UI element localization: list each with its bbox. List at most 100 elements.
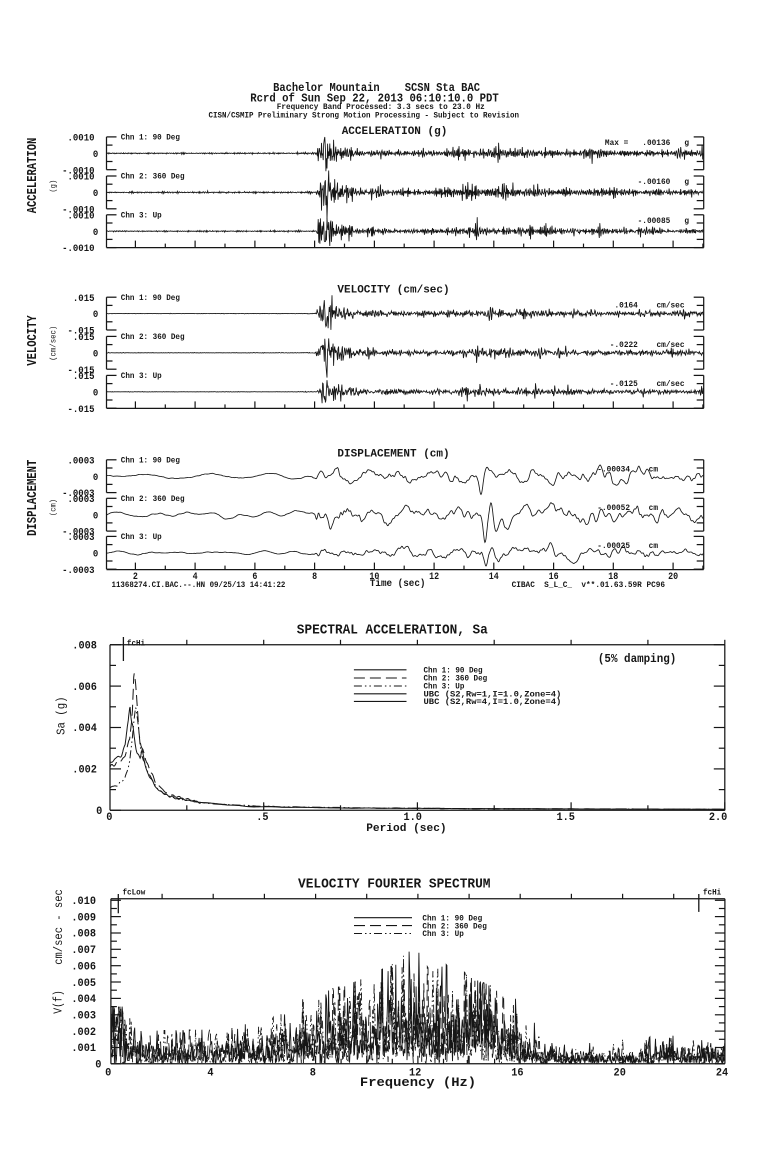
svg-text:-.0010: -.0010 xyxy=(62,204,94,216)
svg-text:Bachelor Mountain SCSN Sta: Bachelor Mountain SCSN Sta BAC xyxy=(273,81,480,95)
svg-text:.004: .004 xyxy=(71,994,96,1006)
svg-text:.0003: .0003 xyxy=(68,494,95,506)
svg-text:-.0222 cm/sec: -.0222 cm/sec xyxy=(610,341,685,350)
svg-text:(cm): (cm) xyxy=(49,499,59,516)
svg-text:Sa (g): Sa (g) xyxy=(56,697,69,735)
svg-text:-.0003: -.0003 xyxy=(62,488,94,500)
svg-text:.0010: .0010 xyxy=(68,210,95,222)
svg-text:2.0: 2.0 xyxy=(709,812,728,824)
svg-text:.015: .015 xyxy=(73,293,95,305)
svg-text:0: 0 xyxy=(93,348,98,360)
svg-text:0: 0 xyxy=(95,1060,101,1072)
svg-text:-.0010: -.0010 xyxy=(62,243,94,255)
svg-text:Chn 2: 360 Deg: Chn 2: 360 Deg xyxy=(424,675,488,684)
svg-text:11368274.CI.BAC.--.HN 09/25/13: 11368274.CI.BAC.--.HN 09/25/13 14:41:22 xyxy=(112,581,286,590)
svg-text:-.015: -.015 xyxy=(68,404,95,416)
svg-text:0: 0 xyxy=(93,387,98,399)
svg-text:.0010: .0010 xyxy=(68,133,95,145)
svg-text:12: 12 xyxy=(409,1068,421,1080)
svg-text:18: 18 xyxy=(608,571,618,583)
svg-text:Chn 3: Up: Chn 3: Up xyxy=(424,683,465,692)
svg-text:.004: .004 xyxy=(72,723,97,735)
svg-text:-.00034 cm: -.00034 cm xyxy=(597,466,658,475)
svg-text:V(f): V(f) xyxy=(53,990,66,1014)
svg-text:VELOCITY FOURIER SPECTRUM: VELOCITY FOURIER SPECTRUM xyxy=(298,877,491,893)
svg-text:.5: .5 xyxy=(256,812,268,824)
svg-text:Chn 3: Up: Chn 3: Up xyxy=(422,930,464,939)
svg-text:0: 0 xyxy=(93,227,98,239)
svg-text:fcHi: fcHi xyxy=(703,889,721,898)
svg-text:Chn 3: Up: Chn 3: Up xyxy=(121,372,162,381)
svg-text:(cm/sec): (cm/sec) xyxy=(49,326,59,361)
svg-text:SPECTRAL ACCELERATION, Sa: SPECTRAL ACCELERATION, Sa xyxy=(297,623,488,639)
svg-text:Time (sec): Time (sec) xyxy=(370,578,426,590)
svg-text:-.00025 cm: -.00025 cm xyxy=(597,542,658,551)
svg-text:Chn 2: 360 Deg: Chn 2: 360 Deg xyxy=(422,922,487,931)
svg-text:-.0003: -.0003 xyxy=(62,527,94,539)
svg-text:.010: .010 xyxy=(71,896,96,908)
svg-text:.008: .008 xyxy=(72,640,97,652)
svg-text:Chn 2: 360 Deg: Chn 2: 360 Deg xyxy=(121,333,185,342)
svg-text:0: 0 xyxy=(106,812,112,824)
svg-text:-.015: -.015 xyxy=(68,326,95,338)
svg-text:cm/sec - sec: cm/sec - sec xyxy=(53,889,66,965)
svg-text:Chn 1: 90 Deg: Chn 1: 90 Deg xyxy=(121,134,180,143)
svg-text:.008: .008 xyxy=(71,929,96,941)
svg-text:.007: .007 xyxy=(71,945,96,957)
svg-text:(g): (g) xyxy=(48,180,58,193)
svg-text:4: 4 xyxy=(193,571,198,583)
svg-text:.006: .006 xyxy=(71,961,96,973)
svg-text:fcHi: fcHi xyxy=(127,639,145,648)
svg-text:Chn 3: Up: Chn 3: Up xyxy=(121,211,162,220)
svg-text:-.0003: -.0003 xyxy=(62,565,94,577)
svg-text:2: 2 xyxy=(133,571,138,583)
svg-text:0: 0 xyxy=(96,806,102,818)
svg-text:Chn 1: 90 Deg: Chn 1: 90 Deg xyxy=(121,456,180,465)
svg-text:ACCELERATION (g): ACCELERATION (g) xyxy=(342,126,448,138)
svg-text:VELOCITY: VELOCITY xyxy=(25,315,41,366)
svg-text:24: 24 xyxy=(716,1068,729,1080)
svg-text:.009: .009 xyxy=(71,912,96,924)
svg-text:.015: .015 xyxy=(73,371,95,383)
svg-text:Frequency (Hz): Frequency (Hz) xyxy=(360,1075,476,1090)
svg-text:0: 0 xyxy=(93,188,98,200)
svg-text:.005: .005 xyxy=(71,978,96,990)
svg-text:0: 0 xyxy=(93,510,98,522)
svg-text:Chn 2: 360 Deg: Chn 2: 360 Deg xyxy=(121,495,185,504)
svg-text:fcLow: fcLow xyxy=(123,889,146,898)
svg-text:10: 10 xyxy=(369,571,379,583)
svg-text:-.015: -.015 xyxy=(68,365,95,377)
svg-text:Chn 2: 360 Deg: Chn 2: 360 Deg xyxy=(121,173,185,182)
svg-text:CIBAC S_L_C_ v**.01.63.59R P: CIBAC S_L_C_ v**.01.63.59R PC96 xyxy=(512,581,666,590)
svg-text:1.5: 1.5 xyxy=(556,812,575,824)
svg-text:.002: .002 xyxy=(72,765,97,777)
svg-text:.006: .006 xyxy=(72,682,97,694)
svg-text:Chn 1: 90 Deg: Chn 1: 90 Deg xyxy=(422,914,482,923)
svg-text:ACCELERATION: ACCELERATION xyxy=(25,138,41,214)
svg-text:-.0010: -.0010 xyxy=(62,165,94,177)
svg-text:0: 0 xyxy=(105,1068,111,1080)
svg-text:20: 20 xyxy=(668,571,678,583)
svg-text:0: 0 xyxy=(93,149,98,161)
svg-text:UBC (S2,Rw=1,I=1.0,Zone=4): UBC (S2,Rw=1,I=1.0,Zone=4) xyxy=(424,691,562,700)
svg-text:.0003: .0003 xyxy=(68,532,95,544)
svg-text:.003: .003 xyxy=(71,1011,96,1023)
svg-text:12: 12 xyxy=(429,571,439,583)
svg-text:.0164 cm/sec: .0164 cm/sec xyxy=(615,302,685,311)
svg-text:Max = .00136 g: Max = .00136 g xyxy=(605,139,689,148)
svg-text:DISPLACEMENT: DISPLACEMENT xyxy=(25,459,41,536)
svg-text:14: 14 xyxy=(489,571,499,583)
svg-text:.015: .015 xyxy=(73,332,95,344)
svg-text:DISPLACEMENT (cm): DISPLACEMENT (cm) xyxy=(337,448,449,460)
svg-text:Chn 1: 90 Deg: Chn 1: 90 Deg xyxy=(121,294,180,303)
svg-text:0: 0 xyxy=(93,548,98,560)
svg-text:UBC (S2,Rw=4,I=1.0,Zone=4): UBC (S2,Rw=4,I=1.0,Zone=4) xyxy=(424,698,562,707)
svg-text:Period (sec): Period (sec) xyxy=(366,823,446,835)
svg-text:20: 20 xyxy=(614,1068,626,1080)
svg-text:8: 8 xyxy=(312,571,317,583)
svg-text:8: 8 xyxy=(310,1068,316,1080)
svg-text:(5% damping): (5% damping) xyxy=(598,652,676,666)
svg-text:0: 0 xyxy=(93,472,98,484)
svg-text:-.00052 cm: -.00052 cm xyxy=(597,504,658,513)
svg-text:-.00085 g: -.00085 g xyxy=(638,217,690,226)
